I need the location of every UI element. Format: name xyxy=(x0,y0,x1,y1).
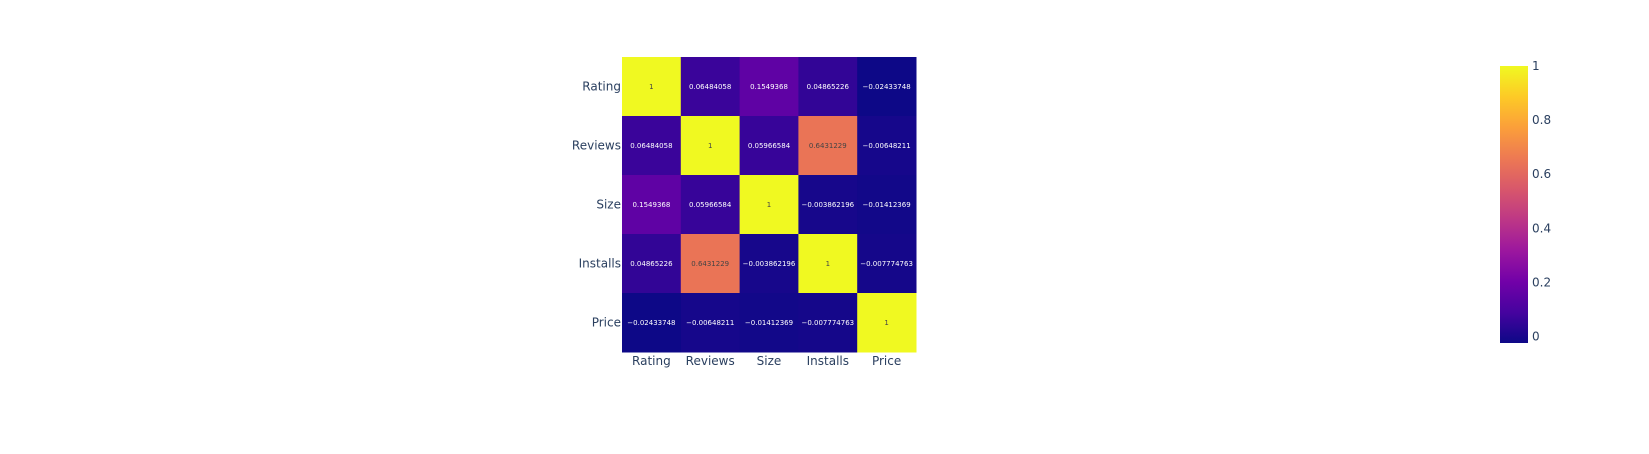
heatmap-cell-labels: 1 0.06484058 0.1549368 0.04865226 −0.0243374… xyxy=(627,83,913,327)
x-tick-label-size: Size xyxy=(757,354,782,368)
heatmap-cell-reviews-size xyxy=(739,116,799,176)
heatmap-cell-size-installs-label: −0.003862196 xyxy=(801,201,854,209)
heatmap-cell-size-rating xyxy=(622,175,682,235)
heatmap-cell-rating-rating xyxy=(622,57,682,117)
heatmap-cell-price-reviews-label: −0.00648211 xyxy=(686,319,734,327)
colorbar-tick-label-5: 1 xyxy=(1532,59,1540,73)
heatmap-cell-rating-reviews-label: 0.06484058 xyxy=(689,83,731,91)
heatmap-cell-rating-installs xyxy=(798,57,858,117)
heatmap-cell-rating-installs-label: 0.04865226 xyxy=(807,83,850,91)
y-tick-label-size: Size xyxy=(596,198,621,212)
heatmap-cell-reviews-rating xyxy=(622,116,682,176)
heatmap-cell-reviews-reviews-label: 1 xyxy=(708,142,712,150)
x-tick-label-reviews: Reviews xyxy=(686,354,735,368)
heatmap-cell-size-reviews-label: 0.05966584 xyxy=(689,201,732,209)
heatmap-cell-installs-installs-label: 1 xyxy=(826,260,830,268)
x-axis: Rating Reviews Size Installs Price xyxy=(632,354,901,368)
heatmap-cell-installs-rating-label: 0.04865226 xyxy=(630,260,673,268)
heatmap-cell-price-installs xyxy=(798,293,858,353)
heatmap-cell-reviews-reviews xyxy=(680,116,741,176)
heatmap-cell-rating-price-label: −0.02433748 xyxy=(863,83,911,91)
heatmap-cell-size-reviews xyxy=(680,175,741,235)
heatmap-cell-price-reviews xyxy=(680,293,741,353)
heatmap-cell-installs-price-label: −0.007774763 xyxy=(860,260,913,268)
heatmap-cell-price-rating-label: −0.02433748 xyxy=(627,319,675,327)
y-tick-label-rating: Rating xyxy=(582,80,621,94)
y-tick-label-reviews: Reviews xyxy=(572,139,621,153)
colorbar-tick-label-2: 0.4 xyxy=(1532,221,1551,235)
y-tick-label-installs: Installs xyxy=(579,257,621,271)
heatmap-cell-reviews-installs xyxy=(798,116,858,176)
heatmap-cell-installs-rating xyxy=(622,234,682,294)
colorbar-gradient xyxy=(1500,66,1528,343)
colorbar-tick-label-0: 0 xyxy=(1532,329,1540,343)
x-tick-label-rating: Rating xyxy=(632,354,671,368)
colorbar: 0 0.2 0.4 0.6 0.8 1 xyxy=(1500,59,1551,343)
heatmap-cell-price-rating xyxy=(622,293,682,353)
x-tick-label-price: Price xyxy=(872,354,901,368)
heatmap-cell-reviews-price-label: −0.00648211 xyxy=(863,142,911,150)
y-axis: Rating Reviews Size Installs Price xyxy=(572,80,621,330)
heatmap-cell-reviews-rating-label: 0.06484058 xyxy=(630,142,672,150)
heatmap-cell-reviews-size-label: 0.05966584 xyxy=(748,142,791,150)
colorbar-tick-label-1: 0.2 xyxy=(1532,275,1551,289)
heatmap-cell-rating-price xyxy=(857,57,917,117)
heatmap-cell-price-size xyxy=(739,293,799,353)
heatmap-cell-rating-reviews xyxy=(680,57,741,117)
heatmap-cell-price-size-label: −0.01412369 xyxy=(745,319,793,327)
heatmap-cell-installs-size xyxy=(739,234,799,294)
heatmap-cell-installs-installs xyxy=(798,234,858,294)
heatmap-cell-price-price xyxy=(857,293,917,353)
heatmap-cell-price-price-label: 1 xyxy=(884,319,888,327)
heatmap-cell-installs-price xyxy=(857,234,917,294)
colorbar-tick-label-3: 0.6 xyxy=(1532,167,1551,181)
heatmap-cell-size-installs xyxy=(798,175,858,235)
heatmap-cell-size-size xyxy=(739,175,799,235)
heatmap-cell-reviews-installs-label: 0.6431229 xyxy=(809,142,847,150)
heatmap-cells xyxy=(622,57,917,353)
heatmap-cell-installs-reviews xyxy=(680,234,741,294)
y-tick-label-price: Price xyxy=(592,316,621,330)
heatmap-cell-installs-size-label: −0.003862196 xyxy=(743,260,796,268)
heatmap-cell-installs-reviews-label: 0.6431229 xyxy=(691,260,729,268)
heatmap-cell-size-size-label: 1 xyxy=(767,201,771,209)
heatmap-cell-size-rating-label: 0.1549368 xyxy=(632,201,670,209)
heatmap-cell-reviews-price xyxy=(857,116,917,176)
heatmap-cell-size-price-label: −0.01412369 xyxy=(863,201,911,209)
heatmap-cell-size-price xyxy=(857,175,917,235)
colorbar-tick-label-4: 0.8 xyxy=(1532,113,1551,127)
heatmap-cell-price-installs-label: −0.007774763 xyxy=(801,319,854,327)
heatmap-cell-rating-size-label: 0.1549368 xyxy=(750,83,788,91)
heatmap-cell-rating-size xyxy=(739,57,799,117)
heatmap-cell-rating-rating-label: 1 xyxy=(649,83,653,91)
x-tick-label-installs: Installs xyxy=(807,354,849,368)
